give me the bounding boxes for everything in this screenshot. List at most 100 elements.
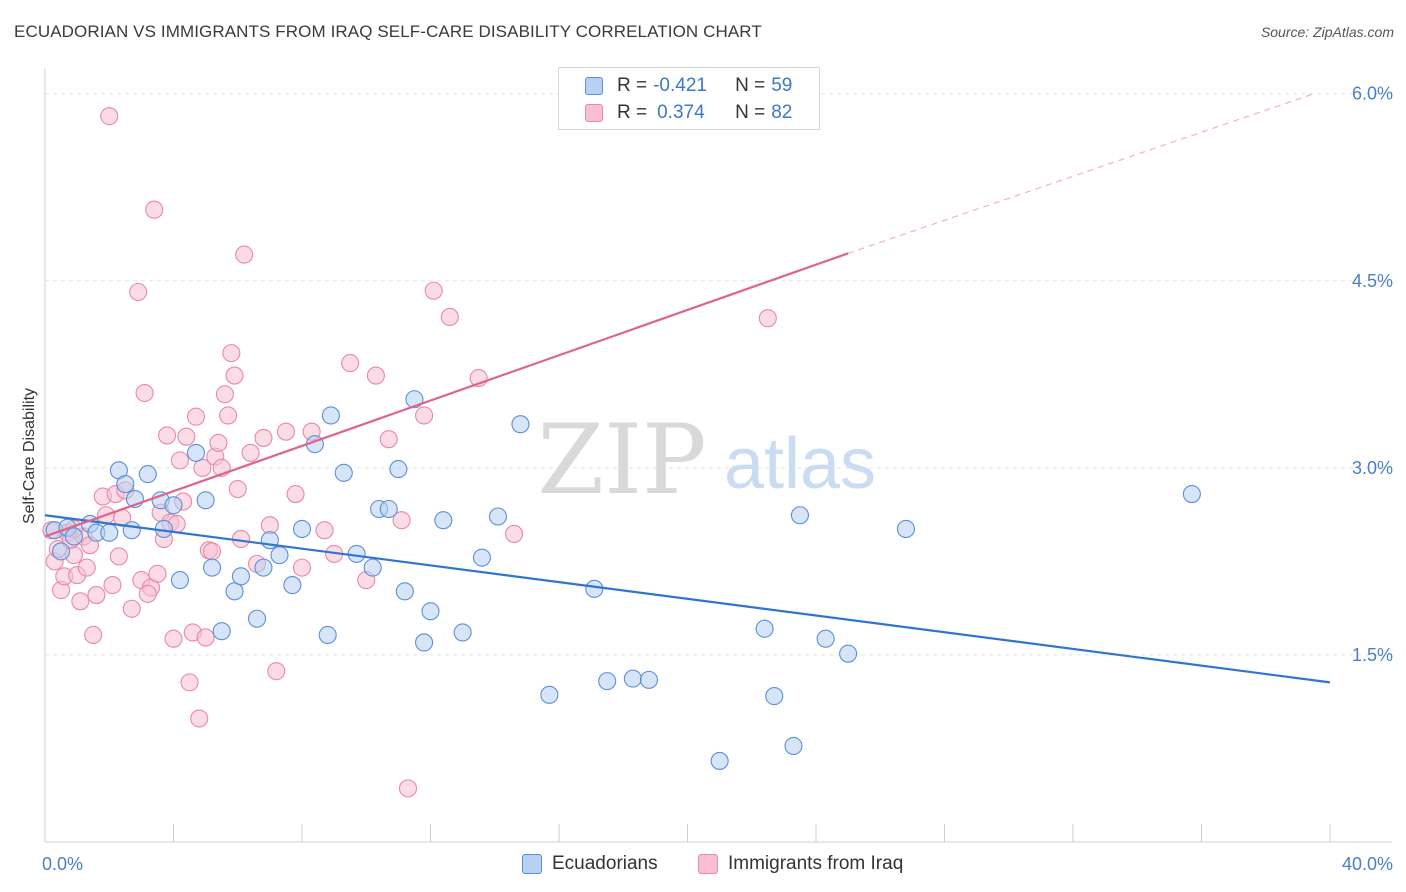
- iraq-point-56: [254, 428, 273, 447]
- ecuadorians-point-11: [138, 465, 157, 484]
- axes: [44, 68, 1392, 843]
- iraq-point-54: [241, 443, 260, 462]
- iraq-point-65: [341, 354, 360, 373]
- ecuadorians-point-45: [511, 415, 530, 434]
- iraq-point-26: [145, 200, 164, 219]
- ecuadorians-point-43: [472, 548, 491, 567]
- iraq-point-37: [180, 673, 199, 692]
- iraq-point-47: [215, 385, 234, 404]
- x-tick-label-0: 0.0%: [42, 854, 83, 874]
- stats-legend: R = -0.421 N = 59 R = 0.374 N = 82: [558, 67, 820, 130]
- n-label: N =: [735, 75, 766, 96]
- r-value-ecuadorians: -0.421: [653, 75, 707, 96]
- ecuadorians-point-25: [270, 546, 289, 565]
- trend-line-ecuadorians: [44, 514, 1331, 684]
- tick-labels: 1.5% 3.0% 4.5% 6.0% 0.0% 40.0%: [42, 84, 1393, 874]
- ecuadorians-point-44: [488, 507, 508, 526]
- ecuadorians-point-38: [405, 390, 424, 409]
- iraq-point-80: [193, 458, 212, 477]
- ecuadorians-point-15: [170, 571, 189, 590]
- ecuadorians-point-49: [623, 669, 642, 688]
- legend-ecuadorians-label: Ecuadorians: [552, 853, 658, 874]
- ecuadorians-point-1: [52, 542, 71, 561]
- iraq-point-22: [129, 282, 148, 302]
- ecuadorians-point-50: [639, 670, 659, 689]
- ecuadorians-point-52: [755, 619, 774, 638]
- iraq-point-49: [222, 344, 241, 363]
- r-value-iraq: 0.374: [657, 102, 705, 123]
- watermark-zip: ZIP: [537, 404, 706, 516]
- swatch-pink: [585, 104, 603, 122]
- r-label: R =: [617, 102, 648, 123]
- bottom-legend-iraq: Immigrants from Iraq: [698, 851, 903, 877]
- iraq-point-72: [424, 281, 443, 300]
- iraq-point-40: [190, 709, 209, 728]
- iraq-point-58: [267, 662, 286, 681]
- ecuadorians-point-56: [816, 629, 835, 648]
- ecuadorians-point-41: [434, 511, 453, 530]
- iraq-point-61: [292, 558, 312, 577]
- iraq-point-51: [228, 480, 247, 499]
- gridlines: [45, 93, 1392, 656]
- ecuadorians-point-36: [389, 460, 408, 479]
- ecuadorians-point-23: [254, 558, 273, 577]
- iraq-point-32: [164, 629, 183, 648]
- ecuadorians-point-51: [710, 751, 729, 770]
- iraq-point-69: [392, 511, 411, 530]
- ecuadorians-point-17: [196, 491, 215, 510]
- iraq-point-19: [109, 547, 128, 566]
- ecuadorians-point-37: [395, 582, 414, 601]
- bottom-legend-ecuadorians: Ecuadorians: [522, 851, 658, 877]
- iraq-point-39: [186, 407, 206, 426]
- ecuadorians-point-3: [64, 527, 83, 546]
- iraq-point-27: [148, 564, 167, 583]
- iraq-point-12: [84, 625, 103, 645]
- iraq-point-68: [379, 430, 398, 449]
- ecuadorians-point-46: [540, 685, 559, 704]
- ecuadorians-point-19: [212, 622, 231, 641]
- ecuadorians-point-35: [379, 499, 398, 519]
- iraq-point-71: [415, 406, 434, 425]
- swatch-pink: [698, 854, 718, 874]
- legend-row-iraq: R = 0.374 N = 82: [585, 100, 792, 126]
- iraq-point-79: [138, 584, 157, 603]
- ecuadorians-point-40: [421, 602, 440, 621]
- ecuadorians-point-30: [321, 406, 340, 425]
- iraq-point-21: [122, 599, 141, 618]
- ecuadorians-point-57: [839, 644, 858, 663]
- r-label: R =: [617, 75, 648, 96]
- iraq-point-36: [177, 427, 196, 446]
- ecuadorians-point-26: [283, 576, 302, 595]
- iraq-point-50: [225, 366, 244, 385]
- iraq-point-77: [77, 558, 96, 577]
- source-label: Source: ZipAtlas.com: [1260, 24, 1394, 40]
- iraq-point-34: [170, 451, 189, 470]
- ecuadorians-point-42: [453, 623, 472, 642]
- iraq-point-70: [398, 779, 418, 798]
- series-ecuadorians-points: [45, 390, 1201, 770]
- n-value-iraq: 82: [771, 102, 793, 123]
- iraq-point-16: [100, 107, 119, 126]
- ecuadorians-point-33: [363, 558, 382, 577]
- iraq-point-43: [203, 542, 222, 561]
- y-tick-label-1: 3.0%: [1352, 458, 1393, 478]
- swatch-blue: [522, 854, 542, 874]
- ecuadorians-point-47: [585, 579, 604, 598]
- iraq-point-9: [71, 592, 90, 611]
- y-tick-label-2: 4.5%: [1352, 271, 1393, 291]
- iraq-point-67: [366, 366, 385, 385]
- y-tick-label-0: 1.5%: [1352, 645, 1393, 665]
- chart-title: ECUADORIAN VS IMMIGRANTS FROM IRAQ SELF-…: [14, 22, 762, 41]
- ecuadorians-point-39: [415, 633, 434, 652]
- ecuadorians-point-6: [100, 523, 119, 542]
- iraq-point-41: [196, 628, 215, 647]
- n-value-ecuadorians: 59: [771, 75, 793, 96]
- iraq-point-13: [87, 586, 106, 605]
- ecuadorians-point-18: [203, 558, 222, 577]
- watermark: ZIP atlas: [537, 404, 876, 516]
- x-tick-label-1: 40.0%: [1342, 854, 1393, 874]
- legend-iraq-label: Immigrants from Iraq: [728, 853, 904, 874]
- iraq-point-53: [235, 245, 254, 264]
- ecuadorians-point-53: [765, 687, 784, 706]
